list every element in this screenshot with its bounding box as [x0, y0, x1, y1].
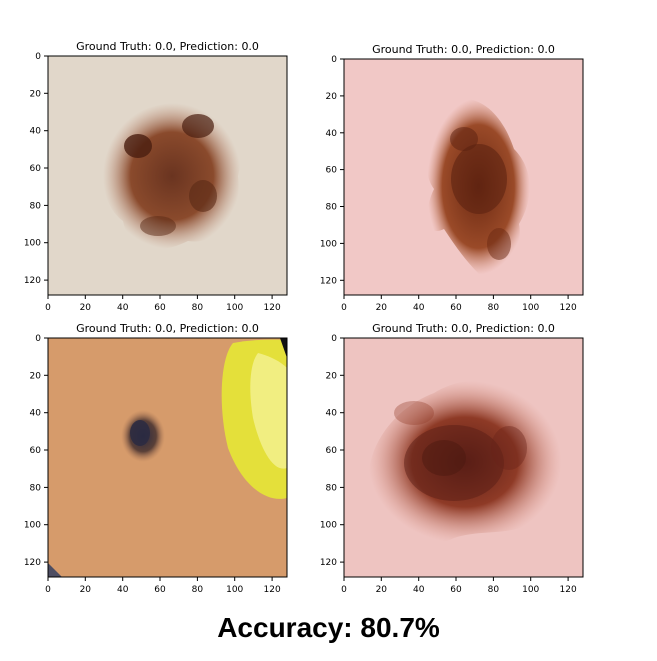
svg-text:80: 80: [488, 303, 500, 313]
svg-text:0: 0: [35, 334, 41, 344]
svg-text:100: 100: [24, 521, 41, 531]
svg-text:40: 40: [30, 127, 42, 137]
svg-text:0: 0: [45, 585, 51, 595]
panel-2-x-axis: 0 20 40 60 80 100 120: [341, 295, 577, 313]
svg-text:60: 60: [326, 166, 338, 176]
svg-text:20: 20: [30, 89, 42, 99]
svg-text:80: 80: [192, 585, 204, 595]
svg-text:120: 120: [24, 558, 41, 568]
panel-title: Ground Truth: 0.0, Prediction: 0.0: [372, 322, 555, 335]
svg-text:120: 120: [320, 276, 337, 286]
svg-text:40: 40: [117, 585, 129, 595]
svg-text:120: 120: [560, 303, 577, 313]
panel-title: Ground Truth: 0.0, Prediction: 0.0: [76, 322, 259, 335]
svg-text:0: 0: [341, 303, 347, 313]
svg-text:60: 60: [30, 164, 42, 174]
svg-text:20: 20: [30, 371, 42, 381]
svg-text:40: 40: [413, 303, 425, 313]
svg-text:0: 0: [45, 303, 51, 313]
svg-text:60: 60: [154, 585, 166, 595]
accuracy-label: Accuracy: 80.7%: [217, 612, 440, 643]
svg-text:100: 100: [226, 303, 243, 313]
svg-text:0: 0: [331, 334, 337, 344]
svg-text:40: 40: [30, 409, 42, 419]
svg-text:120: 120: [264, 585, 281, 595]
svg-text:100: 100: [320, 239, 337, 249]
svg-text:20: 20: [80, 303, 92, 313]
svg-text:60: 60: [30, 446, 42, 456]
svg-text:0: 0: [331, 55, 337, 65]
svg-text:80: 80: [326, 483, 338, 493]
svg-text:100: 100: [24, 239, 41, 249]
panel-4-y-axis: 0 20 40 60 80 100 120: [320, 334, 344, 568]
svg-text:80: 80: [488, 585, 500, 595]
svg-text:20: 20: [376, 303, 388, 313]
svg-text:100: 100: [320, 521, 337, 531]
svg-text:120: 120: [560, 585, 577, 595]
panel-title: Ground Truth: 0.0, Prediction: 0.0: [372, 43, 555, 56]
svg-text:40: 40: [413, 585, 425, 595]
svg-text:20: 20: [376, 585, 388, 595]
svg-text:60: 60: [450, 585, 462, 595]
panel-3-x-axis: 0 20 40 60 80 100 120: [45, 577, 281, 595]
svg-text:120: 120: [264, 303, 281, 313]
svg-text:100: 100: [522, 303, 539, 313]
svg-text:80: 80: [30, 201, 42, 211]
svg-text:120: 120: [320, 558, 337, 568]
panel-4-x-axis: 0 20 40 60 80 100 120: [341, 577, 577, 595]
svg-text:80: 80: [30, 483, 42, 493]
svg-text:120: 120: [24, 276, 41, 286]
panel-3-y-axis: 0 20 40 60 80 100 120: [24, 334, 48, 568]
svg-text:60: 60: [450, 303, 462, 313]
svg-text:20: 20: [326, 371, 338, 381]
svg-text:20: 20: [326, 92, 338, 102]
panel-1-x-axis: 0 20 40 60 80 100 120: [45, 295, 281, 313]
svg-text:20: 20: [80, 585, 92, 595]
svg-text:100: 100: [522, 585, 539, 595]
svg-text:0: 0: [35, 52, 41, 62]
svg-text:40: 40: [326, 129, 338, 139]
panel-title: Ground Truth: 0.0, Prediction: 0.0: [76, 40, 259, 53]
svg-text:60: 60: [326, 446, 338, 456]
svg-text:40: 40: [326, 409, 338, 419]
svg-text:0: 0: [341, 585, 347, 595]
panel-2-y-axis: 0 20 40 60 80 100 120: [320, 55, 344, 286]
panel-1-y-axis: 0 20 40 60 80 100 120: [24, 52, 48, 286]
svg-text:80: 80: [326, 203, 338, 213]
svg-text:80: 80: [192, 303, 204, 313]
svg-text:60: 60: [154, 303, 166, 313]
svg-text:100: 100: [226, 585, 243, 595]
svg-text:40: 40: [117, 303, 129, 313]
